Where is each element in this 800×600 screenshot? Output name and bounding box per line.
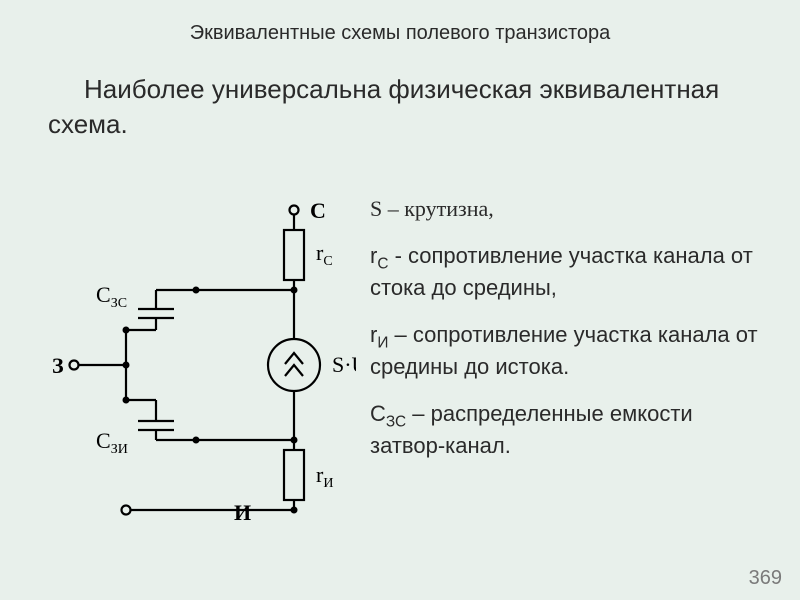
svg-text:rИ: rИ [316, 462, 333, 491]
page-number: 369 [749, 567, 782, 590]
definitions: S – крутизна, rС - сопротивление участка… [370, 195, 770, 479]
def-rc: rС - сопротивление участка канала от сто… [370, 242, 770, 303]
svg-text:S·UЗИ: S·UЗИ [332, 352, 356, 381]
svg-text:СЗС: СЗС [96, 282, 127, 311]
def-czc: СЗС – распределенные емкости затвор-кана… [370, 400, 770, 461]
def-czc-sym: СЗС [370, 401, 406, 426]
svg-text:rС: rС [316, 240, 333, 269]
circuit-diagram: СЗИrСrИS·UЗИСЗССЗИ [46, 190, 356, 530]
svg-text:СЗИ: СЗИ [96, 428, 128, 457]
def-ri-sym: rИ [370, 322, 388, 347]
def-rc-sym: rС [370, 243, 388, 268]
slide-subtitle: Наиболее универсальна физическая эквивал… [48, 72, 768, 142]
def-ri-text: – сопротивление участка канала от средин… [370, 322, 758, 379]
def-czc-text: – распределенные емкости затвор-канал. [370, 401, 693, 458]
svg-text:И: И [234, 500, 251, 525]
slide-title: Эквивалентные схемы полевого транзистора [0, 22, 800, 45]
def-rc-text: - сопротивление участка канала от стока … [370, 243, 753, 300]
svg-text:С: С [310, 198, 326, 223]
def-s: S – крутизна, [370, 195, 770, 224]
svg-text:З: З [52, 353, 64, 378]
def-ri: rИ – сопротивление участка канала от сре… [370, 321, 770, 382]
def-s-text: S – крутизна, [370, 196, 494, 221]
